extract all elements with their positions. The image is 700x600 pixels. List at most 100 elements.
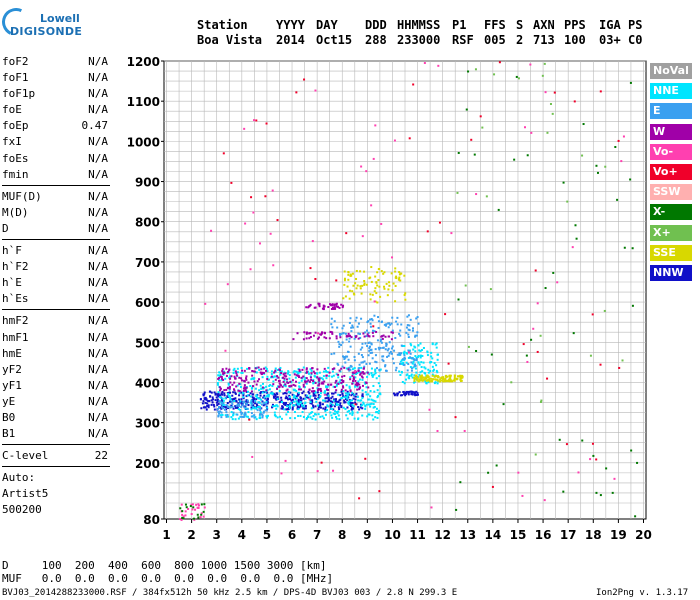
echo-point-nne [356,411,359,414]
echo-point-nne [422,346,425,349]
echo-point-x [473,153,476,156]
auto-artist: Artist5 [2,487,49,501]
echo-point-nne [292,388,295,391]
echo-point-e [399,362,402,365]
echo-point-nne [308,396,311,399]
echo-point-sse [403,274,406,277]
echo-point-w [317,389,320,392]
echo-point-w [347,368,350,371]
echo-point-sse [342,297,345,300]
echo-point-nnw [227,395,230,398]
echo-point-e [225,411,228,414]
echo-point-nnw [199,398,202,401]
echo-point-nne [283,371,286,374]
echo-point-w [313,390,316,393]
echo-point-nne [301,411,304,414]
echo-point-nne [293,388,296,391]
echo-point-nnw [259,392,262,395]
echo-point-nne [250,378,253,381]
echo-point-w [349,389,352,392]
echo-point-w [362,367,365,370]
echo-point-w [388,335,391,338]
echo-point-nne [377,382,380,385]
echo-point-e [366,329,369,332]
echo-point-nne [424,367,427,370]
echo-point-nnw [316,391,319,394]
echo-point-w [366,371,369,374]
echo-point-x [459,481,462,484]
echo-point-e [351,324,354,327]
echo-point-sse [427,375,430,378]
param-value: N/A [88,205,108,219]
param-divider [2,309,110,311]
echo-point-nne [374,372,377,375]
echo-point-nnw [216,398,219,401]
echo-point-e [261,414,264,417]
echo-point-nne [302,415,305,418]
echo-point-e [359,336,362,339]
echo-point-x [526,154,529,157]
echo-point-e [226,404,229,407]
echo-point-e [385,369,388,372]
echo-point-e [244,413,247,416]
echo-point-nne [230,416,233,419]
echo-point-nnw [287,404,290,407]
echo-point-nne [310,411,313,414]
echo-point-nne [418,373,421,376]
echo-point-e [240,405,243,408]
echo-point-e [390,352,393,355]
echo-point-nnw [262,396,265,399]
echo-point-vo [181,513,184,516]
echo-point-w [319,388,322,391]
echo-point-nne [227,382,230,385]
echo-point-vo [428,408,431,411]
echo-point-nnw [252,397,255,400]
echo-point-sse [442,377,445,380]
echo-point-nne [337,393,340,396]
echo-point-w [293,373,296,376]
echo-point-sse [421,376,424,379]
param-name: fmin [2,167,29,181]
echo-point-nnw [277,397,280,400]
echo-point-nnw [245,390,248,393]
echo-point-nne [373,390,376,393]
echo-point-w [223,371,226,374]
echo-point-nne [327,366,330,369]
echo-point-nnw [401,394,404,397]
echo-point-w [277,385,280,388]
echo-point-w [283,374,286,377]
echo-point-e [253,414,256,417]
echo-point-vo [491,485,494,488]
echo-point-nne [244,407,247,410]
echo-point-nne [307,380,310,383]
echo-point-e [236,413,239,416]
echo-point-e [413,358,416,361]
echo-point-nne [289,417,292,420]
echo-point-e [409,318,412,321]
echo-point-nnw [286,404,289,407]
echo-point-nne [348,366,351,369]
echo-point-vo [253,119,256,122]
echo-point-w [327,389,330,392]
echo-point-sse [422,379,425,382]
echo-point-nnw [265,401,268,404]
echo-point-sse [388,281,391,284]
echo-point-nne [244,413,247,416]
echo-point-nnw [294,397,297,400]
echo-point-nnw [258,397,261,400]
echo-point-nne [322,417,325,420]
echo-point-nne [276,397,279,400]
echo-point-nne [285,413,288,416]
echo-point-w [348,334,351,337]
echo-point-nnw [313,393,316,396]
echo-point-e [241,415,244,418]
echo-point-e [333,320,336,323]
echo-point-vo [556,281,559,284]
param-row: foEs N/A [2,151,110,167]
echo-point-nne [288,407,291,410]
echo-point-vo [577,471,580,474]
echo-point-x [185,506,188,509]
echo-point-w [307,379,310,382]
echo-point-e [239,411,242,414]
param-row: foEp 0.47 [2,118,110,134]
